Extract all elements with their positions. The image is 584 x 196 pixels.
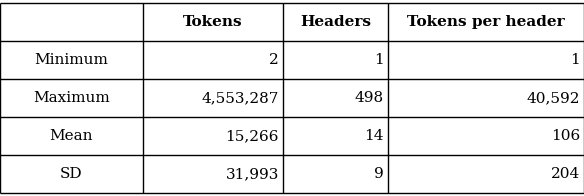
Text: 2: 2	[269, 53, 279, 67]
Text: 498: 498	[355, 91, 384, 105]
Text: 106: 106	[551, 129, 580, 143]
Text: 15,266: 15,266	[225, 129, 279, 143]
Text: 31,993: 31,993	[225, 167, 279, 181]
Text: Mean: Mean	[50, 129, 93, 143]
Text: Tokens: Tokens	[183, 15, 243, 29]
Text: Tokens per header: Tokens per header	[407, 15, 565, 29]
Text: 14: 14	[364, 129, 384, 143]
Text: Maximum: Maximum	[33, 91, 110, 105]
Text: 1: 1	[570, 53, 580, 67]
Text: 4,553,287: 4,553,287	[201, 91, 279, 105]
Text: 40,592: 40,592	[527, 91, 580, 105]
Text: 204: 204	[551, 167, 580, 181]
Text: Headers: Headers	[300, 15, 371, 29]
Text: Minimum: Minimum	[34, 53, 109, 67]
Text: 1: 1	[374, 53, 384, 67]
Text: SD: SD	[60, 167, 83, 181]
Text: 9: 9	[374, 167, 384, 181]
